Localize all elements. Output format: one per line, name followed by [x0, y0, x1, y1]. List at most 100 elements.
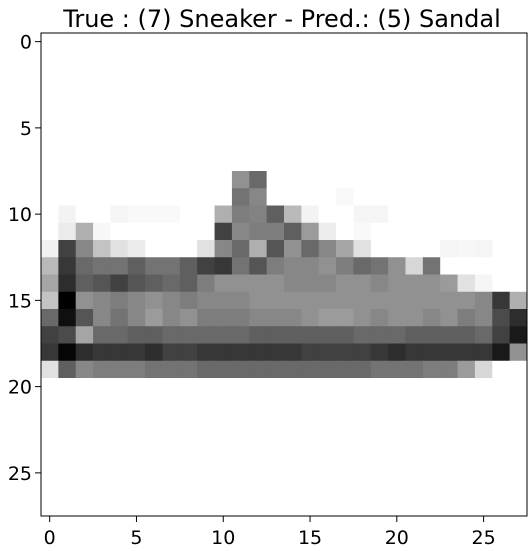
heatmap-cell: [214, 33, 233, 51]
heatmap-cell: [457, 498, 476, 517]
heatmap-cell: [58, 464, 77, 482]
heatmap-cell: [93, 498, 111, 517]
heatmap-cell: [457, 378, 476, 396]
heatmap-cell: [284, 50, 302, 68]
heatmap-cell: [58, 360, 77, 379]
heatmap-cell: [457, 33, 476, 51]
heatmap-cell: [145, 447, 163, 465]
heatmap-cell: [145, 136, 163, 155]
heatmap-cell: [422, 102, 441, 120]
heatmap-cell: [353, 171, 372, 189]
heatmap-cell: [474, 222, 493, 241]
heatmap-cell: [509, 395, 528, 413]
heatmap-cell: [457, 412, 476, 431]
heatmap-cell: [231, 222, 250, 241]
heatmap-cell: [422, 395, 441, 413]
heatmap-cell: [145, 343, 163, 362]
heatmap-cell: [509, 188, 528, 206]
heatmap-cell: [266, 447, 285, 465]
heatmap-cell: [301, 153, 320, 172]
heatmap-cell: [162, 119, 181, 137]
heatmap-cell: [284, 205, 302, 224]
heatmap-cell: [301, 33, 320, 51]
heatmap-cell: [214, 102, 233, 120]
heatmap-cell: [474, 360, 493, 379]
heatmap-cell: [179, 309, 198, 327]
heatmap-cell: [318, 343, 337, 362]
heatmap-cell: [370, 240, 389, 258]
heatmap-cell: [509, 412, 528, 431]
heatmap-cell: [422, 222, 441, 241]
heatmap-cell: [492, 447, 510, 465]
heatmap-cell: [110, 153, 129, 172]
heatmap-cell: [179, 119, 198, 137]
heatmap-cell: [197, 343, 215, 362]
heatmap-cell: [457, 395, 476, 413]
heatmap-cell: [162, 447, 181, 465]
heatmap-cell: [127, 464, 146, 482]
heatmap-cell: [214, 498, 233, 517]
heatmap-cell: [41, 274, 59, 293]
heatmap-cell: [75, 481, 94, 500]
heatmap-cell: [301, 274, 320, 293]
heatmap-cell: [301, 412, 320, 431]
heatmap-cell: [214, 240, 233, 258]
heatmap-cell: [266, 240, 285, 258]
heatmap-cell: [231, 481, 250, 500]
heatmap-cell: [336, 395, 354, 413]
x-tick-label: 15: [298, 527, 322, 549]
heatmap-cell: [145, 498, 163, 517]
heatmap-cell: [75, 222, 94, 241]
heatmap-cell: [145, 257, 163, 275]
heatmap-cell: [214, 447, 233, 465]
heatmap-cell: [318, 205, 337, 224]
heatmap-cell: [509, 326, 528, 344]
heatmap-cell: [336, 360, 354, 379]
heatmap-cell: [162, 360, 181, 379]
heatmap-cell: [266, 326, 285, 344]
heatmap-cell: [266, 205, 285, 224]
heatmap-cell: [41, 119, 59, 137]
heatmap-cell: [353, 205, 372, 224]
heatmap-cell: [492, 222, 510, 241]
heatmap-cell: [301, 464, 320, 482]
heatmap-cell: [127, 257, 146, 275]
heatmap-cell: [301, 119, 320, 137]
heatmap-cell: [127, 343, 146, 362]
heatmap-cell: [266, 257, 285, 275]
heatmap-cell: [370, 309, 389, 327]
heatmap-cell: [127, 498, 146, 517]
heatmap-cell: [231, 326, 250, 344]
heatmap-cell: [388, 464, 406, 482]
heatmap-cell: [127, 481, 146, 500]
heatmap-cell: [145, 240, 163, 258]
heatmap-cell: [162, 378, 181, 396]
chart-title: True : (7) Sneaker - Pred.: (5) Sandal: [62, 5, 501, 33]
heatmap-cell: [422, 136, 441, 155]
heatmap-cell: [145, 464, 163, 482]
heatmap-cell: [440, 171, 458, 189]
heatmap-cell: [336, 119, 354, 137]
heatmap-cell: [197, 447, 215, 465]
heatmap-cell: [41, 326, 59, 344]
heatmap-cell: [197, 498, 215, 517]
heatmap-cell: [249, 257, 267, 275]
heatmap-cell: [284, 464, 302, 482]
heatmap-cell: [422, 412, 441, 431]
heatmap-cell: [127, 188, 146, 206]
heatmap-cell: [231, 136, 250, 155]
heatmap-cell: [336, 378, 354, 396]
heatmap-cell: [492, 343, 510, 362]
heatmap-cell: [336, 257, 354, 275]
heatmap-cell: [388, 257, 406, 275]
heatmap-cell: [162, 274, 181, 293]
heatmap-cell: [58, 102, 77, 120]
heatmap-cell: [197, 33, 215, 51]
heatmap-cell: [162, 84, 181, 103]
heatmap-cell: [353, 119, 372, 137]
heatmap-cell: [284, 360, 302, 379]
heatmap-cell: [179, 498, 198, 517]
heatmap-cell: [370, 67, 389, 86]
heatmap-cell: [422, 447, 441, 465]
heatmap-cell: [318, 395, 337, 413]
